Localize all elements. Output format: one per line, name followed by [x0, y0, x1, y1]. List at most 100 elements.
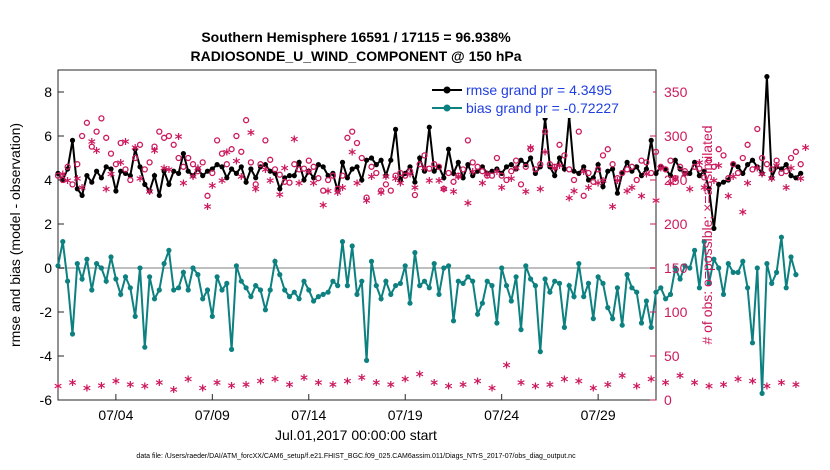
rmse-point	[69, 137, 76, 143]
rmse-point	[585, 177, 592, 183]
footer-datafile: data file: /Users/raeder/DAI/ATM_forcXX/…	[136, 453, 576, 460]
obs-possible-point	[739, 154, 746, 162]
chart-title-line1: Southern Hemisphere 16591 / 17115 = 96.9…	[201, 29, 511, 45]
bias-point	[793, 272, 799, 278]
obs-assimilated-point: *	[213, 376, 221, 394]
bias-point	[658, 285, 664, 291]
obs-possible-point	[233, 132, 240, 140]
bias-point	[171, 287, 177, 293]
obs-possible-point	[344, 134, 351, 141]
obs-possible-point	[459, 166, 467, 173]
obs-assimilated-point: *	[782, 181, 790, 199]
obs-possible-point	[156, 128, 163, 135]
left-tick-label: -2	[40, 304, 53, 320]
obs-assimilated-point: *	[179, 176, 187, 194]
obs-assimilated-point: *	[421, 161, 429, 179]
left-tick-label: -4	[40, 348, 53, 364]
rmse-point	[233, 170, 239, 176]
rmse-point	[185, 168, 191, 174]
bias-point	[402, 263, 408, 269]
obs-possible-point	[305, 157, 312, 164]
rmse-point	[147, 188, 153, 194]
obs-assimilated-point: *	[536, 183, 544, 201]
obs-possible-point	[445, 169, 452, 177]
obs-assimilated-point: *	[368, 170, 376, 188]
rmse-point	[701, 168, 707, 174]
obs-possible-point	[189, 161, 197, 168]
bias-point	[407, 300, 413, 306]
bias-point	[706, 280, 712, 286]
obs-possible-point	[358, 154, 365, 162]
obs-possible-point	[556, 141, 563, 148]
bias-point	[426, 285, 432, 291]
rmse-point	[368, 155, 375, 161]
bias-point	[267, 287, 273, 293]
obs-assimilated-point: *	[223, 146, 231, 164]
bias-point	[204, 287, 211, 293]
obs-possible-point	[758, 154, 766, 162]
obs-assimilated-point: *	[792, 378, 800, 396]
obs-assimilated-point: *	[131, 141, 139, 159]
bias-point	[566, 283, 572, 289]
rmse-point	[725, 177, 731, 183]
bias-point	[716, 265, 722, 271]
bias-point	[79, 276, 85, 282]
obs-assimilated-point: *	[208, 179, 216, 197]
bias-point	[286, 294, 293, 300]
bias-point	[687, 265, 693, 271]
obs-possible-point	[377, 187, 385, 194]
bias-point	[306, 287, 312, 293]
bias-point	[643, 298, 650, 304]
obs-assimilated-point: *	[59, 168, 67, 186]
obs-possible-point	[339, 172, 346, 179]
obs-possible-point	[209, 169, 216, 177]
obs-possible-point	[628, 163, 636, 170]
obs-assimilated-point: *	[425, 174, 433, 192]
obs-assimilated-point: *	[257, 374, 265, 392]
rmse-point	[156, 192, 162, 198]
rmse-point	[643, 166, 650, 172]
rmse-point	[383, 173, 389, 179]
rmse-point	[450, 170, 457, 176]
left-axis-label: rmse and bias (model - observation)	[7, 123, 23, 347]
obs-possible-point	[546, 161, 554, 168]
obs-possible-point	[681, 168, 689, 175]
bias-point	[301, 278, 307, 284]
obs-assimilated-point: *	[276, 188, 284, 206]
obs-possible-point	[440, 185, 447, 192]
obs-assimilated-point: *	[459, 378, 467, 396]
bias-point	[537, 349, 543, 355]
obs-assimilated-point: *	[112, 374, 120, 392]
obs-assimilated-point: *	[392, 172, 400, 190]
obs-possible-point	[267, 156, 274, 163]
obs-possible-point	[662, 166, 669, 173]
obs-assimilated-point: *	[565, 191, 573, 209]
obs-possible-point	[93, 128, 100, 135]
obs-possible-point	[199, 159, 206, 166]
obs-assimilated-point: *	[334, 186, 342, 204]
bias-point	[397, 280, 403, 286]
obs-assimilated-point: *	[122, 135, 130, 153]
rmse-point	[89, 179, 95, 185]
plot-frame	[57, 69, 657, 401]
obs-assimilated-point: *	[382, 170, 390, 188]
bias-point	[113, 276, 119, 282]
bias-point	[161, 261, 167, 267]
bias-point	[556, 280, 563, 286]
bias-point	[151, 296, 158, 302]
bias-point	[421, 278, 428, 284]
right-tick-label: 100	[664, 304, 688, 320]
obs-assimilated-point: *	[363, 194, 371, 212]
obs-assimilated-point: *	[570, 184, 578, 202]
plot-area: ****************************************…	[40, 69, 810, 423]
bias-point	[508, 298, 514, 304]
obs-possible-point	[83, 119, 91, 126]
rmse-point	[359, 177, 365, 183]
bias-point	[475, 311, 481, 317]
bias-point	[778, 234, 785, 240]
legend-bias-label: bias grand pr = -0.72227	[466, 100, 619, 116]
obs-possible-point	[763, 161, 771, 168]
obs-assimilated-point: *	[503, 359, 511, 377]
rmse-point	[513, 166, 519, 172]
